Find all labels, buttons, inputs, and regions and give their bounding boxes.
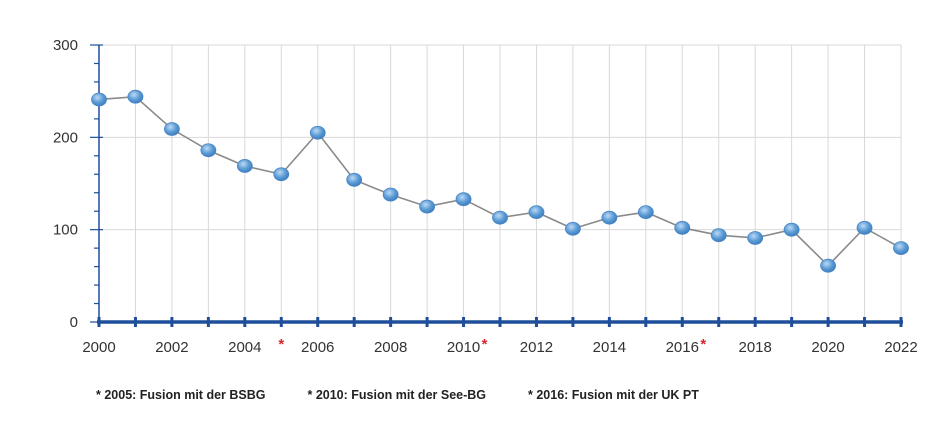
x-tick-label: 2004 <box>228 339 261 356</box>
fusion-marker-2016: * <box>700 336 706 353</box>
x-tick-label: 2016 <box>666 339 699 356</box>
y-tick-label: 300 <box>53 37 78 54</box>
data-point-2003 <box>200 143 217 158</box>
data-point-2020 <box>820 258 836 273</box>
data-point-2015 <box>637 205 654 220</box>
data-point-2007 <box>346 172 363 187</box>
data-point-2016 <box>674 220 691 235</box>
fusion-marker-2010: * <box>482 336 488 353</box>
data-point-2004 <box>236 159 253 173</box>
line-chart: 0 100 200 300 2000 2002 2004 2006 2008 2010 2012 20… <box>53 37 918 356</box>
x-tick-label: 2022 <box>884 339 917 356</box>
data-point-2011 <box>492 210 508 225</box>
data-point-2012 <box>528 205 545 220</box>
footnotes: * 2005: Fusion mit der BSBG * 2010: Fusi… <box>96 388 741 402</box>
x-tick-label: 2008 <box>374 339 407 356</box>
data-point-2009 <box>419 199 435 214</box>
data-point-2014 <box>601 210 618 225</box>
footnote-2010: * 2010: Fusion mit der See-BG <box>307 388 487 402</box>
data-point-2017 <box>710 228 727 243</box>
x-tick-label: 2012 <box>520 339 553 356</box>
x-tick-label: 2002 <box>155 339 188 356</box>
data-point-2000 <box>91 92 107 107</box>
y-tick-label: 100 <box>53 222 78 239</box>
data-point-2006 <box>309 125 326 140</box>
x-tick-label: 2020 <box>811 339 844 356</box>
x-tick-label: 2010 <box>447 339 480 356</box>
x-tick-label: 2000 <box>82 339 115 356</box>
data-point-2022 <box>893 241 909 256</box>
data-point-2008 <box>382 187 399 202</box>
data-point-2019 <box>783 222 800 237</box>
x-tick-label: 2018 <box>738 339 771 356</box>
data-point-2021 <box>856 220 873 235</box>
footnote-2016: * 2016: Fusion mit der UK PT <box>528 388 699 402</box>
data-point-2002 <box>164 122 180 136</box>
footnote-2005: * 2005: Fusion mit der BSBG <box>96 388 266 402</box>
x-tick-label: 2014 <box>593 339 626 356</box>
fusion-marker-2005: * <box>278 336 284 353</box>
data-point-2018 <box>747 231 764 245</box>
data-point-2001 <box>127 89 144 104</box>
data-point-2010 <box>455 192 472 207</box>
data-point-2013 <box>565 221 581 236</box>
y-tick-label: 200 <box>53 129 78 146</box>
y-tick-label: 0 <box>70 314 78 331</box>
x-tick-label: 2006 <box>301 339 334 356</box>
data-point-2005 <box>273 167 290 182</box>
